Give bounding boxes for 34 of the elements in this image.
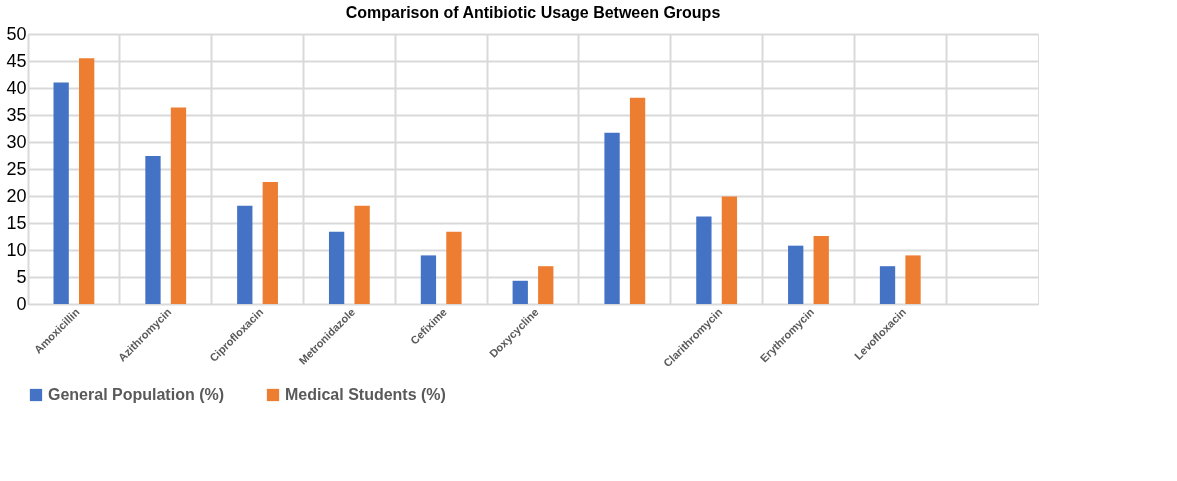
bar [538, 266, 554, 304]
y-tick-label: 30 [6, 131, 27, 152]
bar [262, 181, 278, 304]
bar [512, 280, 528, 304]
bar [788, 245, 804, 304]
bar [79, 58, 95, 304]
y-tick-label: 25 [6, 158, 27, 179]
y-tick-label: 50 [6, 23, 27, 44]
legend-label: Medical Students (%) [285, 386, 446, 403]
y-tick-label: 10 [6, 239, 27, 260]
y-tick-label: 20 [6, 185, 27, 206]
bar [145, 156, 161, 304]
bar [813, 235, 829, 304]
bar [629, 97, 646, 304]
bar [446, 231, 462, 304]
bar [721, 196, 738, 304]
bar [696, 216, 712, 304]
bar [328, 231, 345, 304]
bar [237, 205, 253, 304]
bar [879, 266, 896, 304]
y-tick-label: 0 [16, 293, 27, 314]
chart-title: Comparison of Antibiotic Usage Between Groups [345, 4, 721, 21]
bar [905, 255, 921, 304]
y-tick-label: 35 [6, 104, 27, 125]
bar [604, 132, 620, 304]
y-tick-label: 40 [6, 77, 27, 98]
bar [420, 255, 437, 304]
legend-label: General Population (%) [48, 386, 225, 403]
bar [53, 82, 69, 304]
y-tick-label: 45 [6, 50, 27, 71]
bar [354, 205, 370, 304]
y-tick-label: 5 [16, 266, 27, 287]
y-tick-label: 15 [6, 212, 27, 233]
bar [170, 107, 187, 304]
